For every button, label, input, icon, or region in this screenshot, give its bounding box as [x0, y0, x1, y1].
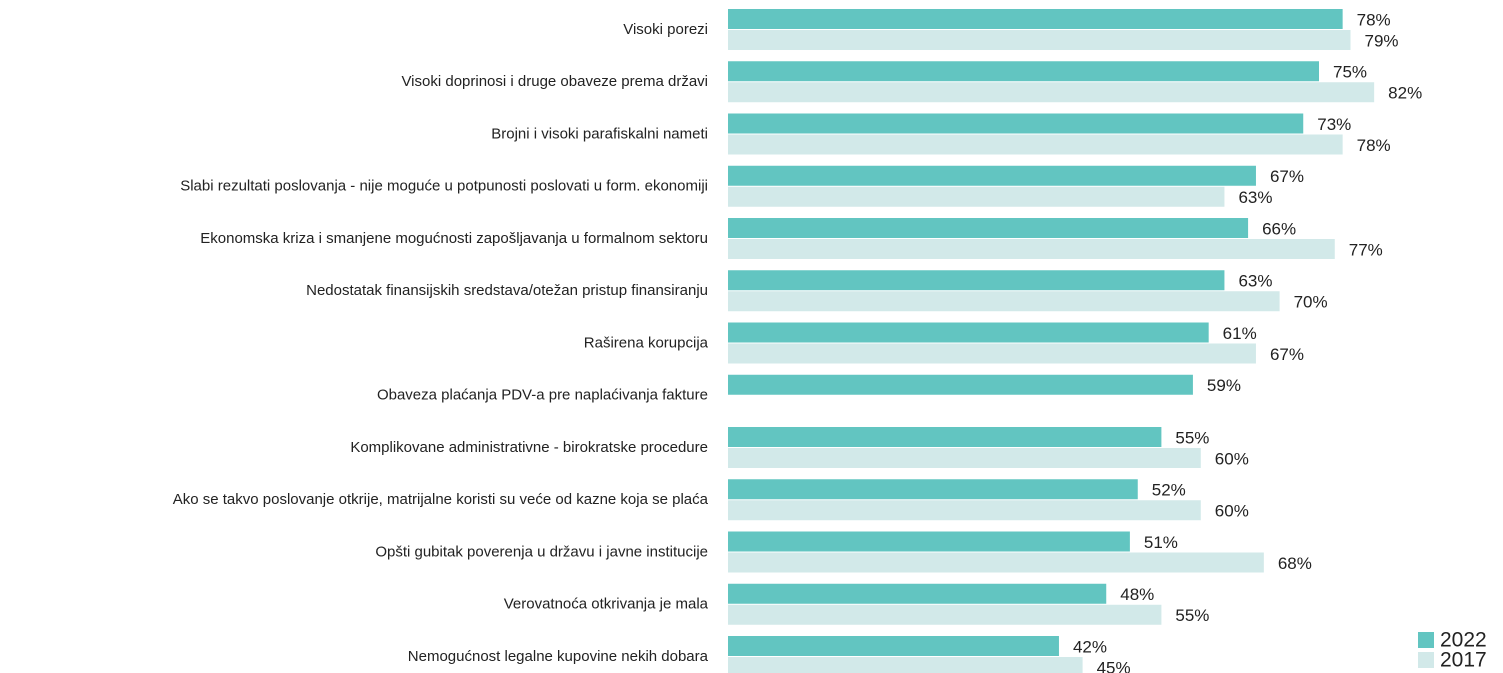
bar	[728, 636, 1059, 656]
value-label: 73%	[1317, 115, 1351, 134]
value-label: 51%	[1144, 533, 1178, 552]
bar	[728, 291, 1280, 312]
category-label: Visoki doprinosi i druge obaveze prema d…	[401, 73, 708, 90]
bar	[728, 427, 1162, 447]
value-label: 63%	[1238, 272, 1272, 291]
bar	[728, 134, 1343, 155]
bar	[728, 583, 1107, 604]
bar	[728, 343, 1256, 364]
value-label: 78%	[1357, 10, 1391, 29]
bar	[728, 322, 1209, 343]
bar	[728, 239, 1335, 259]
bar	[728, 448, 1201, 468]
value-label: 45%	[1097, 658, 1131, 673]
value-label: 48%	[1120, 585, 1154, 604]
value-label: 63%	[1238, 188, 1272, 207]
value-label: 82%	[1388, 84, 1422, 103]
value-label: 78%	[1357, 136, 1391, 155]
value-label: 60%	[1215, 502, 1249, 521]
value-label: 67%	[1270, 167, 1304, 186]
bar	[728, 604, 1162, 625]
bar	[728, 9, 1343, 29]
category-label: Komplikovane administrativne - birokrats…	[350, 439, 708, 456]
legend-swatch	[1418, 632, 1434, 648]
value-label: 52%	[1152, 481, 1186, 500]
value-label: 42%	[1073, 637, 1107, 656]
value-label: 55%	[1175, 428, 1209, 447]
category-label: Obaveza plaćanja PDV-a pre naplaćivanja …	[377, 387, 708, 404]
value-label: 60%	[1215, 449, 1249, 468]
category-label: Ako se takvo poslovanje otkrije, matrija…	[173, 491, 709, 508]
bar	[728, 479, 1138, 500]
bar	[728, 531, 1130, 552]
bar	[728, 113, 1304, 134]
category-label: Slabi rezultati poslovanja - nije moguće…	[180, 178, 708, 195]
category-label: Verovatnoća otkrivanja je mala	[504, 596, 709, 613]
category-label: Ekonomska kriza i smanjene mogućnosti za…	[200, 230, 708, 247]
bar	[728, 552, 1264, 573]
value-label: 77%	[1349, 240, 1383, 259]
value-label: 75%	[1333, 63, 1367, 82]
bar	[728, 374, 1193, 395]
category-label: Visoki porezi	[623, 21, 708, 38]
bar	[728, 186, 1225, 207]
value-label: 70%	[1294, 293, 1328, 312]
bar	[728, 218, 1249, 238]
bar	[728, 657, 1083, 673]
category-label: Raširena korupcija	[584, 334, 709, 351]
bar	[728, 165, 1256, 186]
value-label: 55%	[1175, 606, 1209, 625]
category-label: Brojni i visoki parafiskalni nameti	[491, 125, 708, 142]
value-label: 67%	[1270, 345, 1304, 364]
value-label: 68%	[1278, 554, 1312, 573]
bar	[728, 82, 1375, 103]
bar	[728, 61, 1319, 82]
category-label: Nemogućnost legalne kupovine nekih dobar…	[408, 648, 709, 665]
value-label: 79%	[1365, 31, 1399, 50]
value-label: 59%	[1207, 376, 1241, 395]
bar	[728, 270, 1225, 291]
bar	[728, 500, 1201, 521]
legend-label: 2022	[1440, 629, 1487, 652]
legend-label: 2017	[1440, 649, 1487, 672]
value-label: 61%	[1223, 324, 1257, 343]
bar	[728, 30, 1351, 50]
category-label: Opšti gubitak poverenja u državu i javne…	[375, 543, 708, 560]
legend-swatch	[1418, 652, 1434, 668]
category-label: Nedostatak finansijskih sredstava/otežan…	[306, 282, 708, 299]
value-label: 66%	[1262, 219, 1296, 238]
